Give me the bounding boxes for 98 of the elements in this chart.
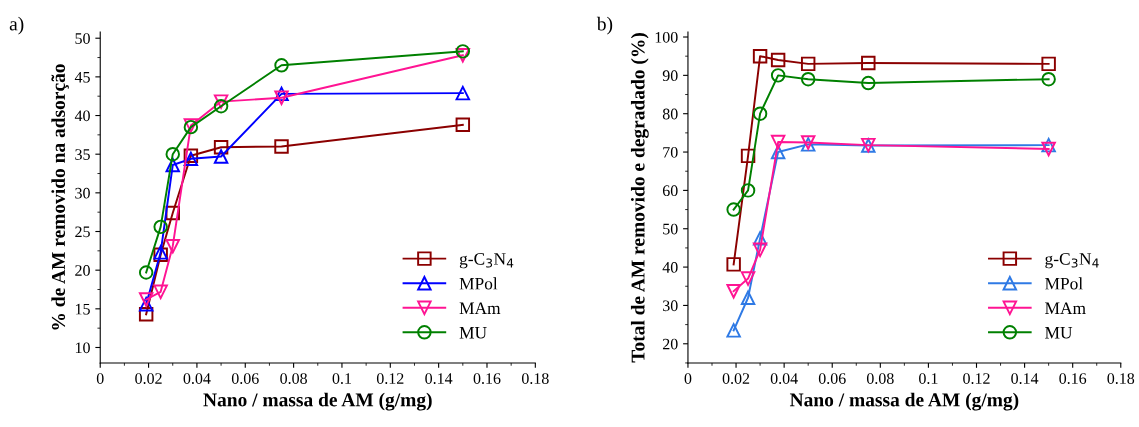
y-tick-label: 40 xyxy=(74,110,90,122)
y-axis-title: Total de AM removido e degradado (%) xyxy=(630,33,649,363)
x-tick-label: 0.18 xyxy=(521,373,549,384)
point xyxy=(455,44,471,59)
y-tick-label: 15 xyxy=(75,303,90,315)
x-tick-label: 0.02 xyxy=(722,373,750,384)
y-tick-label: 50 xyxy=(663,223,678,235)
x-axis-title: Nano / massa de AM (g/mg) xyxy=(789,392,1019,411)
point xyxy=(740,271,756,286)
point xyxy=(726,202,741,217)
y-tick-label: 20 xyxy=(75,265,90,276)
point xyxy=(138,307,154,322)
y-tick-label: 45 xyxy=(74,71,90,83)
x-tick-label: 0.02 xyxy=(135,373,162,384)
x-tick-label: 0.16 xyxy=(1059,373,1087,384)
x-tick-label: 0.06 xyxy=(818,373,846,384)
legend-label: g-C$_{3}$N$_{4}$ xyxy=(459,253,514,269)
point xyxy=(138,265,154,280)
point xyxy=(740,148,756,164)
x-tick-label: 0.18 xyxy=(1107,373,1135,384)
point xyxy=(752,106,768,121)
point xyxy=(726,323,741,338)
point xyxy=(213,140,229,155)
x-tick-label: 0.08 xyxy=(280,373,307,384)
point xyxy=(861,55,876,71)
point xyxy=(165,157,180,173)
x-tick-label: 0.06 xyxy=(231,373,259,384)
point xyxy=(861,75,876,91)
point xyxy=(726,257,741,272)
x-tick-label: 0.14 xyxy=(425,373,453,384)
point xyxy=(165,238,180,254)
x-tick-label: 0 xyxy=(96,373,104,384)
x-tick-label: 0 xyxy=(684,373,692,384)
point xyxy=(183,151,199,167)
point xyxy=(138,296,154,312)
point xyxy=(455,48,471,63)
y-tick-label: 40 xyxy=(662,262,678,273)
legend-label: MU xyxy=(1045,327,1073,339)
point xyxy=(726,284,741,299)
point xyxy=(770,134,786,150)
point xyxy=(183,148,199,163)
point xyxy=(213,99,229,114)
y-tick-label: 60 xyxy=(662,185,678,197)
point xyxy=(274,139,289,154)
point xyxy=(1041,56,1056,72)
legend-label: MAm xyxy=(1045,302,1086,314)
y-tick-label: 80 xyxy=(662,108,678,120)
x-tick-label: 0.14 xyxy=(1011,373,1039,384)
x-tick-label: 0.1 xyxy=(332,373,351,384)
point xyxy=(752,242,768,258)
legend-label: MU xyxy=(459,327,487,339)
y-tick-label: 20 xyxy=(662,338,678,350)
point xyxy=(740,183,756,198)
y-tick-label: 30 xyxy=(75,187,90,199)
y-tick-label: 90 xyxy=(662,70,678,82)
point xyxy=(752,231,768,246)
legend-label: MPol xyxy=(459,277,498,290)
point xyxy=(153,219,168,235)
x-tick-label: 0.12 xyxy=(376,373,404,384)
x-tick-label: 0.1 xyxy=(919,373,938,384)
legend-label: MPol xyxy=(1045,277,1083,290)
point xyxy=(274,58,289,73)
y-tick-label: 10 xyxy=(75,342,90,354)
point xyxy=(455,117,471,133)
point xyxy=(274,86,289,102)
text: a) xyxy=(9,16,24,35)
point xyxy=(752,48,768,64)
x-axis-title: Nano / massa de AM (g/mg) xyxy=(203,392,432,411)
x-tick-label: 0.04 xyxy=(770,373,798,384)
point xyxy=(1041,137,1056,153)
y-tick-label: 25 xyxy=(75,226,90,238)
y-axis-title: % de AM removido na adsorção xyxy=(51,64,69,330)
point xyxy=(165,146,180,162)
text: b) xyxy=(596,16,613,35)
y-tick-label: 50 xyxy=(75,33,90,44)
point xyxy=(770,52,786,68)
point xyxy=(1041,71,1056,87)
point xyxy=(213,149,229,164)
x-tick-label: 0.12 xyxy=(963,373,990,384)
y-tick-label: 70 xyxy=(663,146,678,158)
legend-label: MAm xyxy=(459,302,501,314)
point xyxy=(800,56,816,72)
x-tick-label: 0.08 xyxy=(866,373,894,384)
point xyxy=(770,68,786,83)
x-tick-label: 0.04 xyxy=(183,373,211,384)
point xyxy=(213,94,229,109)
y-tick-label: 35 xyxy=(75,149,90,160)
point xyxy=(740,290,756,305)
legend-label: g-C$_{3}$N$_{4}$ xyxy=(1045,253,1099,269)
point xyxy=(153,284,168,300)
point xyxy=(455,85,471,101)
y-tick-label: 100 xyxy=(655,31,678,43)
point xyxy=(274,90,289,105)
point xyxy=(138,292,154,307)
y-tick-label: 30 xyxy=(663,300,678,312)
x-tick-label: 0.16 xyxy=(473,373,501,384)
point xyxy=(1041,141,1056,157)
point xyxy=(800,71,816,87)
